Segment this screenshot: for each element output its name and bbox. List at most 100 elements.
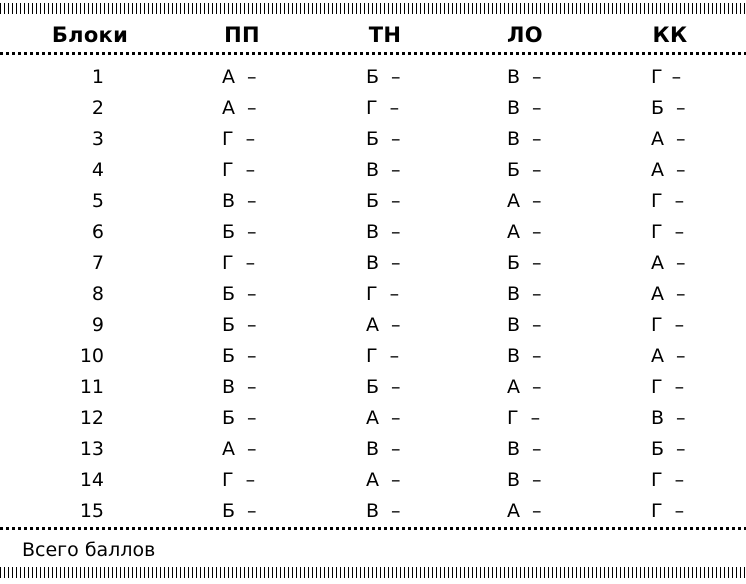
answer-cell[interactable]: Б – bbox=[366, 124, 486, 155]
answer-cell[interactable]: А – bbox=[507, 186, 627, 217]
answer-cell[interactable]: В – bbox=[651, 403, 746, 434]
answer-cell[interactable]: Г – bbox=[651, 465, 746, 496]
answer-cell[interactable]: Б – bbox=[651, 434, 746, 465]
answer-cell[interactable]: В – bbox=[507, 124, 627, 155]
answer-blank-dash[interactable]: – bbox=[532, 469, 542, 491]
answer-blank-dash[interactable]: – bbox=[532, 221, 542, 243]
answer-cell[interactable]: А – bbox=[507, 217, 627, 248]
answer-cell[interactable]: Б – bbox=[222, 341, 342, 372]
answer-blank-dash[interactable]: – bbox=[389, 345, 400, 367]
answer-blank-dash[interactable]: – bbox=[532, 190, 542, 212]
answer-cell[interactable]: Г – bbox=[222, 248, 342, 279]
answer-blank-dash[interactable]: – bbox=[532, 345, 542, 367]
answer-blank-dash[interactable]: – bbox=[247, 66, 257, 88]
answer-blank-dash[interactable]: – bbox=[391, 190, 401, 212]
answer-cell[interactable]: А – bbox=[222, 93, 342, 124]
answer-blank-dash[interactable]: – bbox=[247, 407, 257, 429]
answer-cell[interactable]: А – bbox=[222, 434, 342, 465]
answer-cell[interactable]: А – bbox=[651, 279, 746, 310]
answer-cell[interactable]: Г – bbox=[507, 403, 627, 434]
answer-blank-dash[interactable]: – bbox=[532, 97, 542, 119]
answer-cell[interactable]: В – bbox=[366, 217, 486, 248]
answer-blank-dash[interactable]: – bbox=[532, 283, 542, 305]
answer-cell[interactable]: В – bbox=[222, 372, 342, 403]
answer-cell[interactable]: А – bbox=[651, 155, 746, 186]
answer-blank-dash[interactable]: – bbox=[532, 376, 542, 398]
answer-cell[interactable]: А – bbox=[651, 341, 746, 372]
answer-blank-dash[interactable]: – bbox=[676, 283, 686, 305]
answer-cell[interactable]: Г – bbox=[651, 186, 746, 217]
answer-cell[interactable]: А – bbox=[366, 310, 486, 341]
answer-blank-dash[interactable]: – bbox=[245, 252, 256, 274]
answer-cell[interactable]: Б – bbox=[507, 248, 627, 279]
answer-blank-dash[interactable]: – bbox=[676, 438, 686, 460]
answer-cell[interactable]: Г – bbox=[366, 341, 486, 372]
answer-cell[interactable]: Б – bbox=[651, 93, 746, 124]
answer-cell[interactable]: В – bbox=[507, 93, 627, 124]
answer-cell[interactable]: В – bbox=[366, 434, 486, 465]
answer-cell[interactable]: Г – bbox=[366, 93, 486, 124]
answer-blank-dash[interactable]: – bbox=[391, 252, 401, 274]
answer-blank-dash[interactable]: – bbox=[247, 500, 257, 522]
answer-cell[interactable]: В – bbox=[366, 155, 486, 186]
answer-blank-dash[interactable]: – bbox=[247, 345, 257, 367]
answer-blank-dash[interactable]: – bbox=[674, 221, 685, 243]
answer-blank-dash[interactable]: – bbox=[391, 500, 401, 522]
answer-cell[interactable]: Г – bbox=[651, 217, 746, 248]
answer-blank-dash[interactable]: – bbox=[391, 128, 401, 150]
answer-cell[interactable]: Г – bbox=[651, 496, 746, 527]
answer-cell[interactable]: В – bbox=[507, 434, 627, 465]
answer-blank-dash[interactable]: – bbox=[674, 376, 685, 398]
answer-blank-dash[interactable]: – bbox=[391, 66, 401, 88]
answer-cell[interactable]: В – bbox=[366, 496, 486, 527]
answer-cell[interactable]: В – bbox=[222, 186, 342, 217]
answer-blank-dash[interactable]: – bbox=[676, 407, 686, 429]
answer-cell[interactable]: Г – bbox=[651, 372, 746, 403]
answer-blank-dash[interactable]: – bbox=[391, 221, 401, 243]
answer-blank-dash[interactable]: – bbox=[247, 283, 257, 305]
answer-cell[interactable]: В – bbox=[507, 62, 627, 93]
answer-blank-dash[interactable]: – bbox=[247, 314, 257, 336]
answer-cell[interactable]: А – bbox=[366, 403, 486, 434]
answer-cell[interactable]: Г – bbox=[222, 155, 342, 186]
answer-blank-dash[interactable]: – bbox=[389, 283, 400, 305]
answer-blank-dash[interactable]: – bbox=[676, 159, 686, 181]
answer-blank-dash[interactable]: – bbox=[247, 438, 257, 460]
answer-cell[interactable]: В – bbox=[366, 248, 486, 279]
answer-blank-dash[interactable]: – bbox=[532, 500, 542, 522]
answer-cell[interactable]: Б – bbox=[366, 62, 486, 93]
answer-cell[interactable]: А – bbox=[651, 248, 746, 279]
answer-blank-dash[interactable]: – bbox=[245, 469, 256, 491]
answer-blank-dash[interactable]: – bbox=[532, 252, 542, 274]
answer-blank-dash[interactable]: – bbox=[674, 190, 685, 212]
answer-blank-dash[interactable]: – bbox=[389, 97, 400, 119]
answer-blank-dash[interactable]: – bbox=[247, 190, 257, 212]
answer-blank-dash[interactable]: – bbox=[391, 376, 401, 398]
answer-blank-dash[interactable]: – bbox=[391, 407, 401, 429]
answer-blank-dash[interactable]: – bbox=[247, 376, 257, 398]
answer-blank-dash[interactable]: – bbox=[532, 438, 542, 460]
answer-cell[interactable]: Б – bbox=[366, 186, 486, 217]
answer-cell[interactable]: Б – bbox=[366, 372, 486, 403]
answer-blank-dash[interactable]: – bbox=[676, 128, 686, 150]
answer-cell[interactable]: Г – bbox=[222, 124, 342, 155]
answer-blank-dash[interactable]: – bbox=[674, 314, 685, 336]
answer-blank-dash[interactable]: – bbox=[674, 500, 685, 522]
answer-cell[interactable]: А – bbox=[507, 372, 627, 403]
answer-blank-dash[interactable]: – bbox=[532, 159, 542, 181]
answer-cell[interactable]: Г – bbox=[222, 465, 342, 496]
answer-cell[interactable]: В – bbox=[507, 465, 627, 496]
answer-blank-dash[interactable]: – bbox=[247, 97, 257, 119]
answer-blank-dash[interactable]: – bbox=[530, 407, 541, 429]
answer-cell[interactable]: В – bbox=[507, 341, 627, 372]
answer-cell[interactable]: В – bbox=[507, 310, 627, 341]
answer-blank-dash[interactable]: – bbox=[532, 314, 542, 336]
answer-cell[interactable]: Г – bbox=[366, 279, 486, 310]
answer-blank-dash[interactable]: – bbox=[676, 97, 686, 119]
answer-blank-dash[interactable]: – bbox=[247, 221, 257, 243]
answer-blank-dash[interactable]: – bbox=[391, 438, 401, 460]
answer-blank-dash[interactable]: – bbox=[674, 469, 685, 491]
answer-cell[interactable]: А – bbox=[651, 124, 746, 155]
answer-blank-dash[interactable]: – bbox=[391, 469, 401, 491]
answer-cell[interactable]: Б – bbox=[222, 496, 342, 527]
